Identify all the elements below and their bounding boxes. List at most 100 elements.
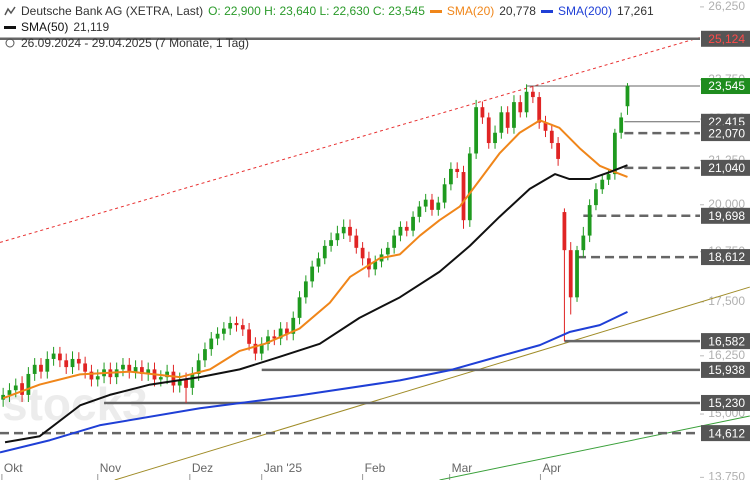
trend-line: [439, 415, 750, 480]
candle-body: [13, 385, 18, 391]
level-label: 15,938: [708, 363, 745, 377]
candle-body: [619, 117, 624, 133]
candle-body: [177, 379, 182, 386]
legend: Deutsche Bank AG (XETRA, Last) O: 22,900…: [4, 3, 654, 51]
level-label-box: [701, 394, 750, 411]
moving-average: [4, 164, 628, 444]
candle-body: [461, 172, 466, 221]
candle-body: [348, 226, 352, 236]
candle-body: [404, 226, 409, 231]
candle-body: [360, 247, 365, 259]
candle-body: [385, 247, 390, 255]
candle-body: [606, 174, 611, 180]
candle-body: [20, 383, 24, 395]
level-label: 18,612: [708, 250, 745, 264]
trend-line: [114, 286, 750, 480]
legend-label: SMA(20): [446, 4, 495, 18]
x-tick-label: Nov: [100, 461, 121, 475]
candle-body: [423, 199, 428, 207]
candle-body: [367, 258, 371, 270]
candle-body: [184, 379, 188, 388]
y-tick-label: 16,250: [708, 348, 745, 362]
level-label: 25,124: [708, 32, 745, 46]
candle-body: [625, 86, 630, 107]
candle-body: [486, 117, 491, 144]
candle-body: [285, 328, 289, 334]
candle-body: [272, 336, 277, 339]
candle-body: [64, 360, 69, 368]
candle-body: [146, 369, 151, 374]
level-label-box: [701, 333, 750, 350]
level-label-box: [701, 125, 750, 142]
level-label-box: [701, 425, 750, 442]
candle-body: [354, 235, 359, 248]
candle-body: [543, 122, 548, 131]
candle-body: [581, 235, 586, 251]
candle-body: [322, 245, 327, 259]
candle-body: [26, 373, 31, 395]
candle-body: [411, 216, 415, 231]
y-tick-label: 26,250: [708, 0, 745, 13]
candle-body: [556, 143, 560, 159]
candle-body: [600, 179, 605, 190]
candle-body: [480, 107, 485, 118]
candle-body: [398, 226, 403, 236]
level-label: 22,070: [708, 126, 745, 140]
candle-body: [562, 212, 567, 251]
candle-body: [58, 353, 62, 361]
candle-body: [505, 112, 510, 128]
level-label-box: [701, 78, 750, 95]
candle-body: [39, 364, 43, 372]
candle-body: [228, 322, 233, 329]
level-label: 14,612: [708, 426, 745, 440]
y-tick-label: 17,500: [708, 294, 745, 308]
candle-body: [76, 358, 81, 364]
moving-average: [2, 119, 628, 400]
candle-body: [45, 358, 50, 372]
legend-row: Deutsche Bank AG (XETRA, Last) O: 22,900…: [4, 3, 654, 19]
candle-body: [568, 250, 573, 298]
candle-body: [303, 281, 308, 298]
candle-body: [95, 376, 100, 380]
legend-row: SMA(50) 21,119: [4, 19, 654, 35]
candle-body: [253, 343, 258, 354]
level-label: 23,545: [708, 79, 745, 93]
candle-body: [373, 261, 378, 270]
legend-label: SMA(50): [21, 20, 69, 34]
candle-body: [499, 112, 504, 133]
legend-value: 20,778: [499, 4, 536, 18]
x-tick-label: Apr: [542, 461, 561, 475]
y-tick-label: 13,750: [708, 470, 745, 480]
candle-body: [291, 317, 296, 334]
candle-body: [32, 364, 37, 374]
x-tick-label: Feb: [365, 461, 386, 475]
candle-body: [442, 184, 447, 203]
candle-body: [467, 153, 472, 221]
level-label: 21,040: [708, 161, 745, 175]
candle-body: [259, 343, 264, 354]
candle-body: [310, 266, 315, 282]
ohlc-values: O: 22,900 H: 23,640 L: 22,630 C: 23,545: [208, 4, 425, 18]
candle-body: [493, 132, 497, 144]
candle-body: [335, 233, 340, 241]
level-label-box: [701, 361, 750, 378]
candle-body: [549, 130, 554, 144]
candle-body: [127, 364, 132, 372]
legend-value: 17,261: [616, 4, 654, 18]
candle-body: [341, 226, 346, 234]
candle-body: [240, 325, 245, 330]
candle-body: [140, 367, 144, 374]
candle-body: [530, 91, 535, 98]
level-label: 19,698: [708, 209, 745, 223]
candle-body: [278, 328, 283, 339]
level-label-box: [701, 30, 750, 47]
candle-body: [89, 371, 94, 380]
candle-body: [190, 373, 195, 388]
candle-body: [537, 97, 542, 123]
candle-body: [70, 358, 75, 368]
candle-body: [209, 338, 214, 350]
candle-body: [417, 206, 422, 217]
candle-body: [436, 202, 441, 210]
candle-body: [247, 329, 251, 344]
